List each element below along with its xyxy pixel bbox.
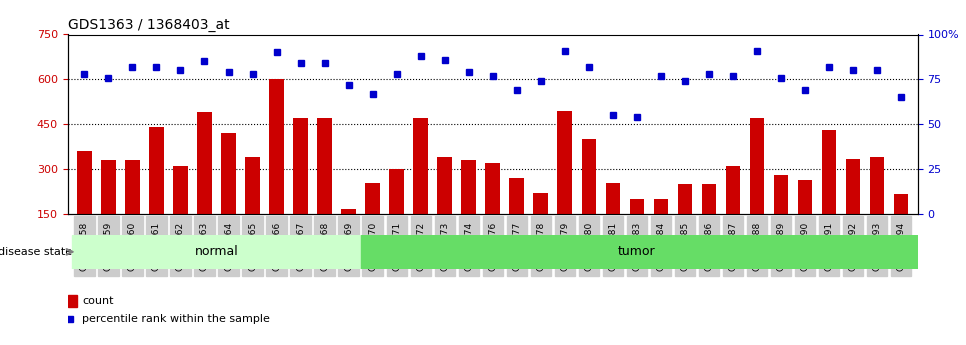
- Bar: [413, 118, 428, 259]
- Text: normal: normal: [194, 245, 239, 258]
- Text: disease state: disease state: [0, 247, 72, 257]
- Bar: [72, 235, 360, 269]
- Bar: [582, 139, 596, 259]
- Text: percentile rank within the sample: percentile rank within the sample: [82, 315, 270, 324]
- Bar: [150, 127, 163, 259]
- Bar: [677, 184, 692, 259]
- Bar: [438, 157, 452, 259]
- Bar: [725, 166, 740, 259]
- Bar: [197, 112, 212, 259]
- Bar: [606, 183, 620, 259]
- Bar: [654, 199, 668, 259]
- Bar: [68, 295, 77, 307]
- Bar: [750, 118, 764, 259]
- Bar: [101, 160, 116, 259]
- Bar: [389, 169, 404, 259]
- Bar: [822, 130, 836, 259]
- Bar: [557, 111, 572, 259]
- Bar: [318, 118, 331, 259]
- Bar: [77, 151, 92, 259]
- Bar: [365, 183, 380, 259]
- Bar: [845, 159, 860, 259]
- Bar: [774, 175, 788, 259]
- Bar: [533, 193, 548, 259]
- Bar: [462, 160, 476, 259]
- Text: GDS1363 / 1368403_at: GDS1363 / 1368403_at: [68, 18, 229, 32]
- Bar: [894, 195, 908, 259]
- Bar: [341, 209, 355, 259]
- Bar: [270, 79, 284, 259]
- Bar: [630, 199, 644, 259]
- Bar: [360, 235, 924, 269]
- Bar: [486, 163, 499, 259]
- Bar: [173, 166, 187, 259]
- Bar: [869, 157, 884, 259]
- Bar: [245, 157, 260, 259]
- Text: tumor: tumor: [618, 245, 656, 258]
- Bar: [126, 160, 140, 259]
- Text: count: count: [82, 296, 114, 306]
- Bar: [798, 179, 812, 259]
- Bar: [509, 178, 524, 259]
- Bar: [294, 118, 308, 259]
- Bar: [221, 133, 236, 259]
- Bar: [701, 184, 716, 259]
